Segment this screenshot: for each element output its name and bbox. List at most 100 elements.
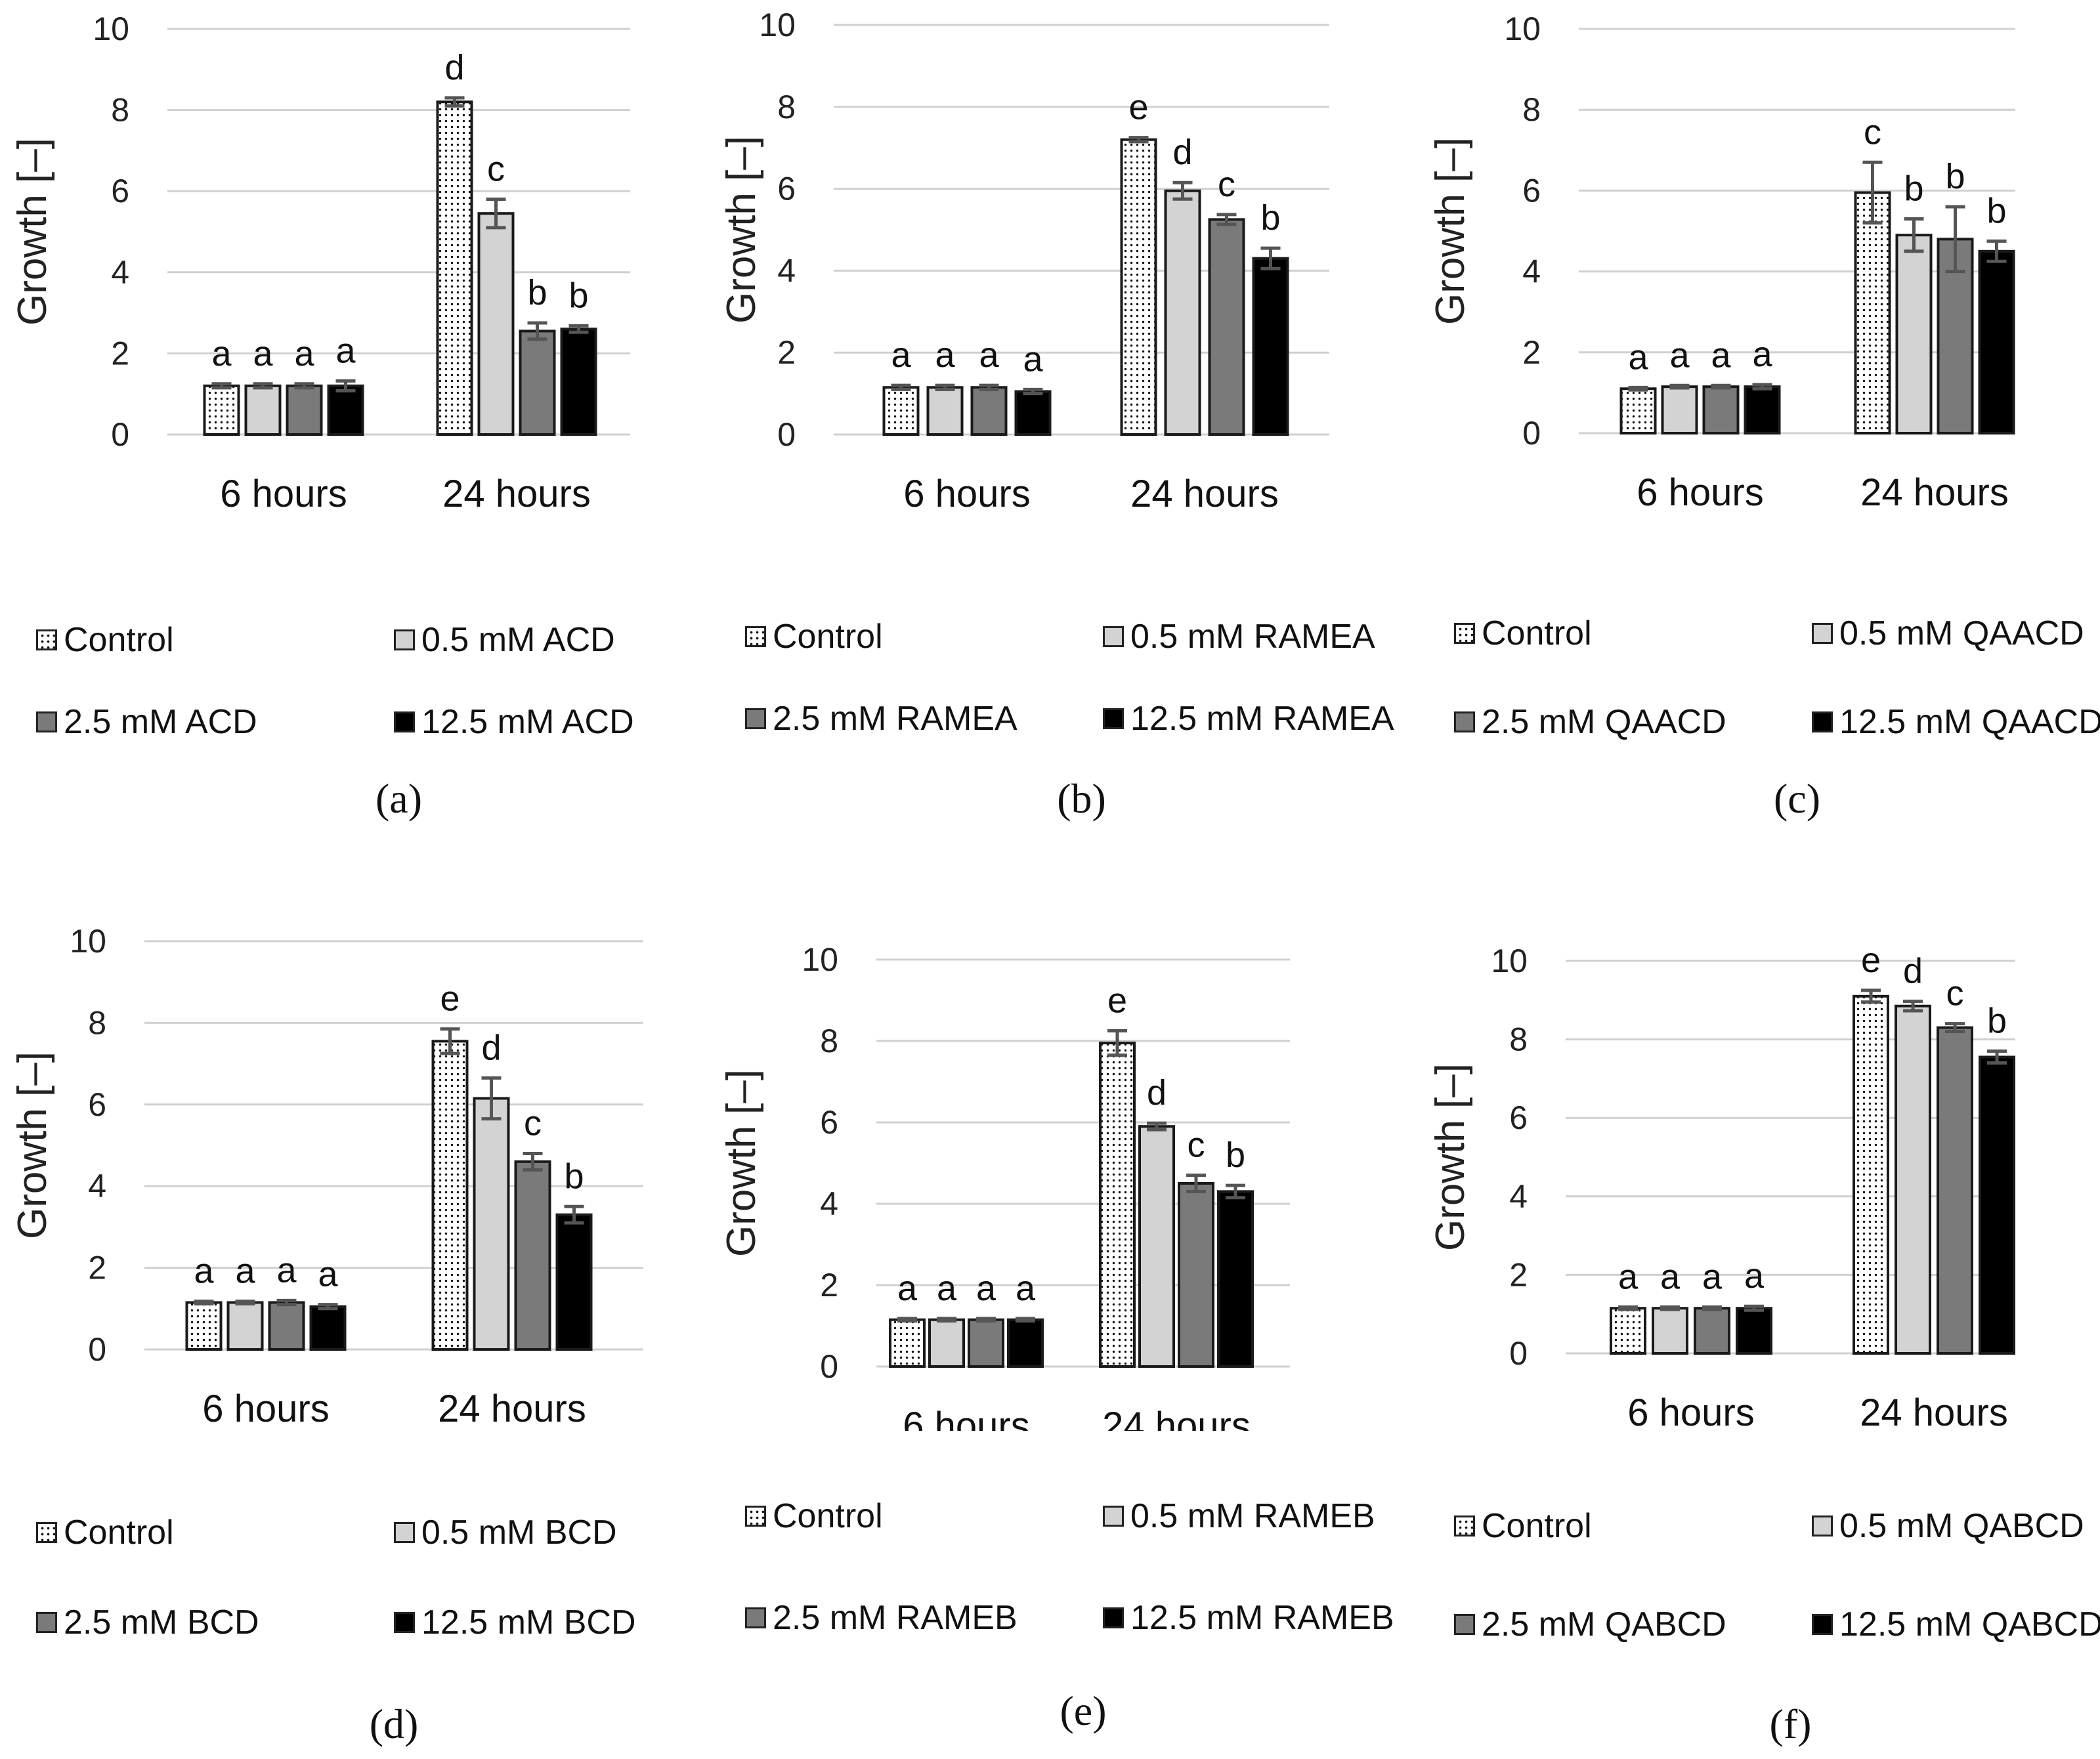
significance-letter: b [1945, 157, 1965, 196]
error-bar [1702, 1305, 1722, 1311]
y-tick-label: 10 [1504, 11, 1541, 47]
y-tick-label: 8 [1522, 91, 1541, 128]
legend-item: Control [36, 1513, 174, 1552]
legend-label: Control [1482, 1507, 1592, 1545]
x-category-label: 6 hours [903, 1405, 1029, 1431]
x-category-label: 24 hours [438, 1388, 586, 1430]
bar [436, 100, 473, 436]
significance-letter: b [1260, 198, 1280, 238]
y-tick-label: 4 [88, 1168, 106, 1204]
error-bar [253, 382, 273, 390]
x-category-label: 24 hours [1860, 471, 2009, 514]
legend-label: Control [64, 621, 174, 659]
y-tick-label: 0 [1509, 1335, 1528, 1372]
legend-swatch [36, 629, 57, 650]
significance-letter: c [1864, 112, 1881, 152]
y-tick-label: 10 [70, 923, 106, 960]
significance-letter: a [976, 1269, 996, 1308]
error-bar [1660, 1305, 1680, 1311]
legend-label: 12.5 mM QABCD [1839, 1605, 2100, 1643]
legend-item: Control [745, 1496, 883, 1536]
significance-letter: a [1660, 1257, 1681, 1296]
legend-swatch [745, 626, 766, 647]
y-tick-label: 2 [111, 335, 129, 371]
legend-swatch [394, 1522, 415, 1543]
y-tick-label: 8 [820, 1023, 838, 1059]
significance-letter: c [1188, 1126, 1205, 1165]
bar [1694, 1307, 1730, 1355]
legend-label: 0.5 mM QAACD [1839, 614, 2084, 652]
y-tick-label: 10 [759, 7, 796, 43]
y-tick-label: 4 [1509, 1178, 1528, 1215]
y-axis-label: Growth [–] [719, 136, 764, 324]
error-bar [1861, 988, 1881, 1004]
error-bar [523, 1151, 543, 1172]
bar [477, 212, 515, 436]
error-bar [194, 1300, 214, 1305]
legend-label: 12.5 mM BCD [421, 1603, 636, 1642]
legend-label: 2.5 mM ACD [64, 703, 257, 741]
legend: Control 0.5 mM ACD 2.5 mM ACD 12.5 mM ACD [0, 620, 683, 791]
error-bar [481, 1076, 502, 1121]
x-category-label: 24 hours [1130, 473, 1279, 515]
y-tick-label: 6 [111, 173, 129, 209]
y-tick-label: 6 [1522, 172, 1541, 209]
legend-swatch [394, 629, 415, 650]
y-tick-label: 8 [111, 92, 129, 129]
bar [519, 329, 556, 436]
panel-label: (d) [369, 1701, 419, 1747]
significance-letter: c [1218, 165, 1235, 204]
legend-item: 12.5 mM RAMEA [1103, 699, 1394, 738]
y-tick-label: 4 [820, 1185, 838, 1222]
bar [1853, 994, 1889, 1355]
legend-swatch [1454, 711, 1475, 732]
y-tick-label: 2 [88, 1250, 106, 1286]
bar [968, 1318, 1004, 1368]
error-bar [335, 379, 356, 392]
legend-item: 0.5 mM RAMEB [1103, 1496, 1375, 1536]
bar [1978, 249, 2015, 434]
significance-letter: c [524, 1103, 542, 1143]
bar [268, 1301, 305, 1351]
chart-panel-e: 0 2 4 6 8 10 Growth [–] a a a a 6 hours e d c b 24 hours… [709, 906, 1394, 1759]
legend-swatch [745, 1506, 766, 1527]
error-bar [979, 383, 999, 391]
significance-letter: a [294, 334, 314, 373]
significance-letter: a [1702, 1257, 1723, 1296]
y-tick-label: 0 [88, 1331, 106, 1368]
error-bar [486, 198, 506, 230]
error-bar [1628, 385, 1648, 392]
bar [1252, 257, 1289, 436]
error-bar [276, 1298, 297, 1307]
legend-item: 12.5 mM QAACD [1812, 702, 2100, 742]
legend-label: Control [64, 1514, 174, 1552]
significance-letter: a [1016, 1269, 1036, 1308]
error-bar [1023, 387, 1043, 396]
error-bar [937, 1317, 956, 1323]
error-bar [1986, 239, 2007, 263]
significance-letter: a [1023, 339, 1043, 379]
bar [970, 386, 1008, 436]
legend-item: 0.5 mM BCD [394, 1513, 617, 1552]
bar [244, 384, 282, 436]
legend-label: 2.5 mM BCD [64, 1603, 259, 1642]
bar [1007, 1318, 1044, 1368]
significance-letter: a [937, 1269, 957, 1308]
legend-swatch [394, 711, 415, 732]
legend-swatch [36, 1522, 57, 1543]
error-bar [1147, 1121, 1167, 1132]
bar [286, 384, 323, 436]
bar [1895, 234, 1933, 434]
error-bar [1945, 205, 1965, 274]
significance-letter: c [1946, 974, 1964, 1013]
significance-letter: e [1861, 941, 1881, 980]
significance-letter: a [1669, 335, 1690, 375]
significance-letter: b [564, 1156, 584, 1196]
legend-item: Control [1454, 1506, 1592, 1546]
error-bar [568, 324, 589, 334]
error-bar [1186, 1174, 1206, 1193]
legend-swatch [36, 711, 57, 732]
legend-label: 12.5 mM RAMEA [1130, 700, 1394, 738]
significance-letter: a [935, 335, 955, 375]
